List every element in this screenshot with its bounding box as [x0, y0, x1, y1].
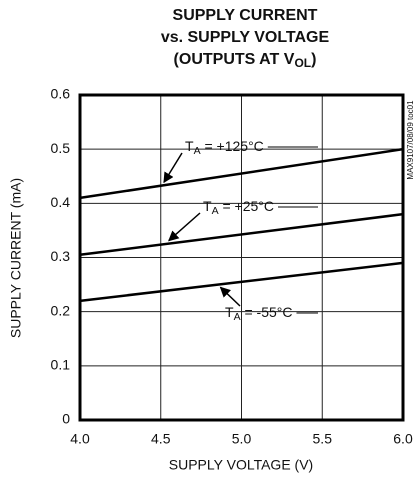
x-tick-label: 6.0 — [393, 431, 413, 447]
y-tick-label: 0.5 — [51, 140, 71, 156]
x-tick-label: 4.5 — [151, 431, 171, 447]
subscript: A — [234, 311, 241, 323]
y-axis-title: SUPPLY CURRENT (mA) — [8, 178, 24, 338]
series-line — [79, 212, 404, 257]
y-tick-label: 0.1 — [51, 357, 71, 373]
text-part: ) — [311, 51, 316, 68]
subscript: OL — [294, 56, 311, 70]
figure-id: MAX9107/08/09 toc01 — [406, 100, 415, 180]
y-tick-label: 0.4 — [51, 194, 71, 210]
y-tick-label: 0.3 — [51, 248, 71, 264]
text-line: SUPPLY CURRENT — [173, 7, 318, 24]
text-part: vs. SUPPLY VOLTAGE — [161, 29, 330, 46]
series-label: TA = -55°C — [225, 304, 292, 323]
text-part: T — [203, 198, 212, 214]
subscript: A — [194, 145, 201, 157]
text-line: vs. SUPPLY VOLTAGE — [161, 29, 330, 46]
series-line — [79, 147, 404, 200]
x-tick-label: 5.5 — [313, 431, 333, 447]
arrow — [219, 286, 241, 307]
x-tick-label: 4.0 — [70, 431, 90, 447]
text-part: T — [185, 138, 194, 154]
text-part: = +25°C — [219, 198, 274, 214]
series-label: TA = +25°C — [203, 198, 274, 217]
y-tick-label: 0.6 — [51, 86, 71, 102]
text-part: T — [225, 304, 234, 320]
text-part: = -55°C — [241, 304, 293, 320]
text-part: = +125°C — [201, 138, 264, 154]
subscript: A — [212, 205, 219, 217]
x-tick-label: 5.0 — [232, 431, 252, 447]
x-axis-title: SUPPLY VOLTAGE (V) — [169, 457, 313, 473]
text-part: SUPPLY CURRENT — [173, 7, 318, 24]
y-tick-label: 0 — [62, 411, 70, 427]
series-line — [79, 261, 404, 303]
y-tick-label: 0.2 — [51, 302, 71, 318]
arrow — [168, 212, 201, 242]
arrow — [163, 152, 183, 184]
plot-frame — [78, 93, 405, 422]
text-line: (OUTPUTS AT VOL) — [174, 51, 317, 70]
series-label: TA = +125°C — [185, 138, 264, 157]
text-part: (OUTPUTS AT V — [174, 51, 295, 68]
